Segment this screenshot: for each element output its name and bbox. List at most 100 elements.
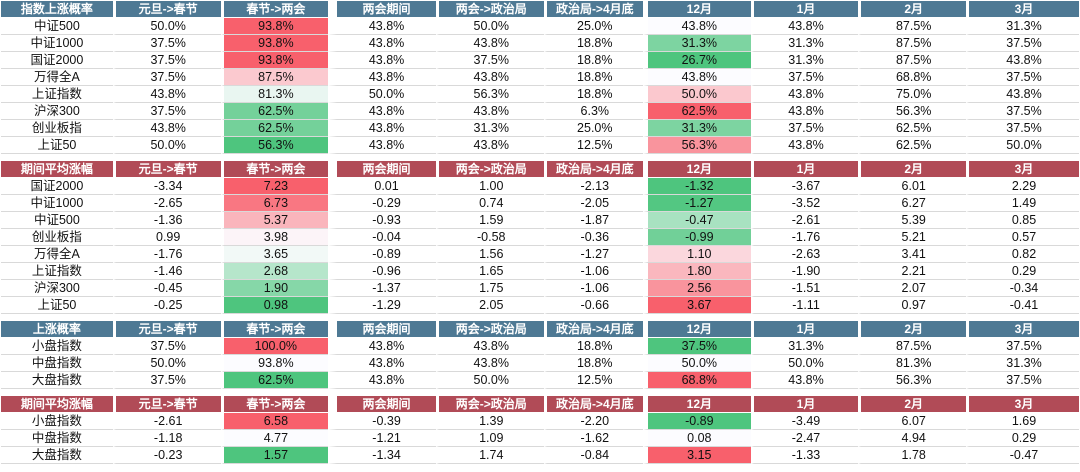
value-cell: -1.90 (750, 263, 859, 280)
value-cell: 18.8% (543, 338, 643, 355)
value-cell: 1.56 (435, 246, 544, 263)
value-cell: 50.0% (112, 18, 221, 35)
value-cell: 56.3% (858, 372, 967, 389)
row-label: 中证500 (1, 212, 113, 229)
value-cell: 0.57 (966, 229, 1079, 246)
value-cell: 37.5% (750, 69, 859, 86)
value-cell: 31.3% (750, 338, 859, 355)
column-header: 元旦->春节 (112, 1, 221, 18)
table-row: 中证500 50.0% 93.8% 43.8% 50.0% 25.0% 43.8% 43.8%… (1, 18, 1079, 35)
value-cell: 56.3% (642, 137, 751, 154)
value-cell: 87.5% (858, 52, 967, 69)
row-label: 创业板指 (1, 229, 113, 246)
value-cell: 18.8% (543, 86, 643, 103)
value-cell: 43.8% (112, 86, 221, 103)
table-row: 万得全A -1.76 3.65 -0.89 1.56 -1.27 1.10 -2.63 3.41… (1, 246, 1079, 263)
table-row: 创业板指 0.99 3.98 -0.04 -0.58 -0.36 -0.99 -1.76 5.2… (1, 229, 1079, 246)
row-label: 上证50 (1, 297, 113, 314)
value-cell: 3.65 (220, 246, 329, 263)
value-cell: 6.3% (543, 103, 643, 120)
column-header: 政治局->4月底 (543, 1, 643, 18)
column-header: 12月 (642, 396, 751, 413)
value-cell: 1.90 (220, 280, 329, 297)
row-label: 上证指数 (1, 263, 113, 280)
value-cell: -0.47 (966, 447, 1079, 464)
value-cell: -1.18 (112, 430, 221, 447)
value-cell: -3.67 (750, 178, 859, 195)
value-cell: 93.8% (220, 35, 329, 52)
value-cell: 43.8% (435, 35, 544, 52)
value-cell: 0.97 (858, 297, 967, 314)
table-row: 上证指数 43.8% 81.3% 50.0% 56.3% 18.8% 50.0% 43.8% 7… (1, 86, 1079, 103)
row-label: 沪深300 (1, 280, 113, 297)
row-label: 万得全A (1, 69, 113, 86)
index-up-probability-table: 指数上涨概率 元旦->春节 春节->两会 两会期间 两会->政治局 政治局->4月底 12月… (1, 1, 1079, 154)
column-header: 1月 (750, 396, 859, 413)
value-cell: 2.07 (858, 280, 967, 297)
value-cell: 50.0% (435, 18, 544, 35)
value-cell: -0.47 (642, 212, 751, 229)
value-cell: 37.5% (966, 35, 1079, 52)
value-cell: -1.76 (112, 246, 221, 263)
value-cell: 43.8% (112, 120, 221, 137)
value-cell: 43.8% (328, 103, 436, 120)
table-row: 中证500 -1.36 5.37 -0.93 1.59 -1.87 -0.47 -2.61 5.… (1, 212, 1079, 229)
value-cell: 1.00 (435, 178, 544, 195)
table-row: 上证指数 -1.46 2.68 -0.96 1.65 -1.06 1.80 -1.90 2.21… (1, 263, 1079, 280)
value-cell: 0.99 (112, 229, 221, 246)
value-cell: 3.15 (642, 447, 751, 464)
value-cell: -0.93 (328, 212, 436, 229)
value-cell: 4.94 (858, 430, 967, 447)
table-row: 上证50 50.0% 56.3% 43.8% 43.8% 12.5% 56.3% 43.8% 6… (1, 137, 1079, 154)
value-cell: -0.04 (328, 229, 436, 246)
row-label: 上证指数 (1, 86, 113, 103)
table-row: 大盘指数 37.5% 62.5% 43.8% 50.0% 12.5% 68.8% 43.8% 5… (1, 372, 1079, 389)
value-cell: 25.0% (543, 18, 643, 35)
header-row: 指数上涨概率 元旦->春节 春节->两会 两会期间 两会->政治局 政治局->4月底 12月… (1, 1, 1079, 18)
value-cell: 43.8% (328, 137, 436, 154)
value-cell: 93.8% (220, 52, 329, 69)
row-label: 上证50 (1, 137, 113, 154)
value-cell: -1.11 (750, 297, 859, 314)
column-header: 两会期间 (328, 161, 436, 178)
value-cell: 31.3% (966, 18, 1079, 35)
value-cell: 1.39 (435, 413, 544, 430)
value-cell: -2.61 (112, 413, 221, 430)
value-cell: -0.66 (543, 297, 643, 314)
value-cell: 87.5% (858, 18, 967, 35)
value-cell: -2.13 (543, 178, 643, 195)
value-cell: -2.20 (543, 413, 643, 430)
column-header: 1月 (750, 321, 859, 338)
column-header: 两会期间 (328, 321, 436, 338)
value-cell: 18.8% (543, 52, 643, 69)
value-cell: 5.39 (858, 212, 967, 229)
column-header: 两会->政治局 (435, 396, 544, 413)
value-cell: 43.8% (750, 18, 859, 35)
value-cell: 56.3% (435, 86, 544, 103)
value-cell: 100.0% (220, 338, 329, 355)
value-cell: 6.58 (220, 413, 329, 430)
column-header: 两会期间 (328, 396, 436, 413)
row-label: 万得全A (1, 246, 113, 263)
table-row: 国证2000 37.5% 93.8% 43.8% 37.5% 18.8% 26.7% 31.3… (1, 52, 1079, 69)
table-row: 创业板指 43.8% 62.5% 43.8% 31.3% 25.0% 31.3% 37.5% 6… (1, 120, 1079, 137)
column-header: 春节->两会 (220, 161, 329, 178)
value-cell: 75.0% (858, 86, 967, 103)
value-cell: -1.27 (642, 195, 751, 212)
table-row: 中证1000 37.5% 93.8% 43.8% 43.8% 18.8% 31.3% 31.3… (1, 35, 1079, 52)
value-cell: 1.78 (858, 447, 967, 464)
value-cell: -1.32 (642, 178, 751, 195)
value-cell: 6.27 (858, 195, 967, 212)
row-label: 中证500 (1, 18, 113, 35)
value-cell: 12.5% (543, 372, 643, 389)
value-cell: 1.65 (435, 263, 544, 280)
value-cell: 1.09 (435, 430, 544, 447)
index-avg-change-table: 期间平均涨幅 元旦->春节 春节->两会 两会期间 两会->政治局 政治局->4月底 12月… (1, 161, 1079, 314)
table-row: 国证2000 -3.34 7.23 0.01 1.00 -2.13 -1.32 -3.67 6.… (1, 178, 1079, 195)
value-cell: 56.3% (220, 137, 329, 154)
column-header: 3月 (966, 396, 1079, 413)
value-cell: 43.8% (328, 355, 436, 372)
value-cell: -0.96 (328, 263, 436, 280)
value-cell: -1.34 (328, 447, 436, 464)
value-cell: 26.7% (642, 52, 751, 69)
